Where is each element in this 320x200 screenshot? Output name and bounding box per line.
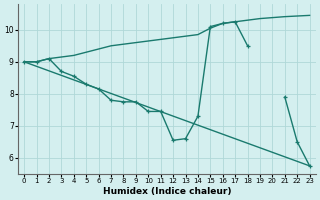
X-axis label: Humidex (Indice chaleur): Humidex (Indice chaleur) bbox=[103, 187, 231, 196]
